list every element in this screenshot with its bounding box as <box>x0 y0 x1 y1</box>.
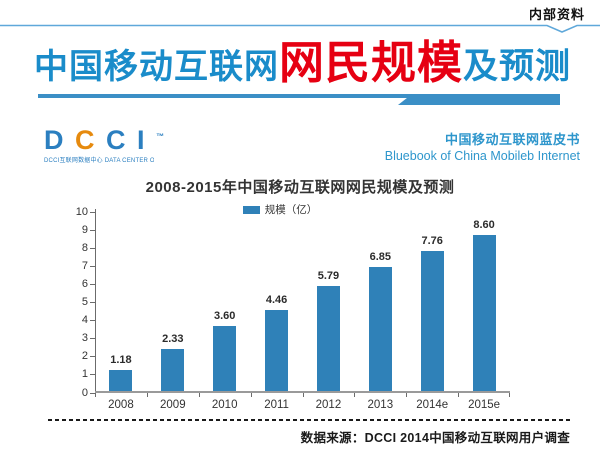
page-title: 中国移动互联网 网民规模 及预测 <box>34 40 594 85</box>
bar-value-label: 1.18 <box>110 354 132 366</box>
bluebook-caption: 中国移动互联网蓝皮书 Bluebook of China Mobileb Int… <box>385 129 580 163</box>
page-title-part1: 中国移动互联网 <box>34 48 279 86</box>
bar <box>265 310 289 391</box>
bar-value-label: 8.60 <box>473 219 495 231</box>
x-axis-category-label: 2010 <box>211 399 238 411</box>
x-axis-tick <box>147 393 148 397</box>
y-axis-tick <box>90 265 95 267</box>
y-axis-tick <box>90 356 95 358</box>
page-title-part2: 网民规模 <box>279 37 464 88</box>
chevron-notch-icon <box>0 24 600 33</box>
x-axis-tick <box>199 393 200 397</box>
bluebook-caption-en: Bluebook of China Mobileb Internet <box>384 149 580 163</box>
y-axis-tick-label: 5 <box>81 296 88 308</box>
y-axis-tick <box>90 229 95 231</box>
x-axis-category-label: 2013 <box>367 399 394 411</box>
x-axis-category-label: 2011 <box>264 399 289 411</box>
y-axis-tick <box>90 247 95 249</box>
chart-legend: 规模（亿） <box>0 202 560 217</box>
title-underline-bar <box>38 94 560 105</box>
logo-letter-c2: C <box>106 125 128 155</box>
dcci-logo-tagline: DCCI互联网数据中心 DATA CENTER OF CHINA INTERNE… <box>44 158 154 164</box>
bar <box>213 326 237 391</box>
x-axis-line <box>95 391 510 393</box>
logo-letter-d: D <box>44 125 66 155</box>
logo-letter-c1: C <box>75 125 97 155</box>
y-axis-tick-label: 9 <box>81 223 88 236</box>
logo-letter-i: I <box>137 125 147 155</box>
dcci-logo-letters: D C C I ™ <box>44 127 164 154</box>
y-axis-tick <box>90 392 95 394</box>
bar <box>420 251 444 391</box>
x-axis-tick <box>251 393 252 397</box>
x-axis-tick <box>95 393 96 397</box>
bar-value-label: 6.85 <box>369 251 392 263</box>
y-axis-tick-label: 0 <box>81 386 88 399</box>
page-title-part3: 及预测 <box>463 47 572 86</box>
bar <box>109 370 133 391</box>
y-axis-tick-label: 2 <box>81 350 88 363</box>
y-axis-tick-label: 1 <box>81 368 88 381</box>
bar <box>161 349 185 391</box>
y-axis-tick-label: 10 <box>75 205 88 218</box>
x-axis-tick <box>354 393 355 397</box>
y-axis-tick-label: 6 <box>81 277 88 290</box>
legend-swatch <box>242 205 260 214</box>
bar <box>472 235 496 391</box>
bar-value-label: 3.60 <box>213 310 236 322</box>
y-axis-tick <box>90 374 95 376</box>
y-axis-tick <box>90 338 95 340</box>
bar-value-label: 5.79 <box>317 270 340 282</box>
data-source-note: 数据来源：DCCI 2014中国移动互联网用户调查 <box>300 431 570 445</box>
bar-value-label: 7.76 <box>421 235 443 247</box>
y-axis-tick-label: 3 <box>81 332 88 345</box>
bar <box>368 267 392 391</box>
bar-value-label: 4.46 <box>265 294 288 306</box>
bluebook-caption-cn: 中国移动互联网蓝皮书 <box>444 132 580 147</box>
x-axis-category-label: 2008 <box>108 399 134 411</box>
x-axis-category-label: 2012 <box>315 399 342 411</box>
y-axis-tick <box>90 211 95 213</box>
bar <box>316 286 340 391</box>
footer-dashed-divider <box>48 419 572 421</box>
y-axis-tick <box>90 320 95 322</box>
y-axis-tick-label: 4 <box>81 314 88 327</box>
bar-value-label: 2.33 <box>162 333 184 345</box>
x-axis-tick <box>303 393 304 397</box>
top-rule-line <box>0 24 600 33</box>
trademark-symbol: ™ <box>156 132 165 141</box>
x-axis-tick <box>458 393 459 397</box>
y-axis-line <box>95 209 96 393</box>
legend-label: 规模（亿） <box>264 204 318 216</box>
x-axis-tick <box>406 393 407 397</box>
dcci-logo: D C C I ™ DCCI互联网数据中心 DATA CENTER OF CHI… <box>44 127 164 165</box>
x-axis-category-label: 2015e <box>468 399 501 411</box>
y-axis-tick-label: 7 <box>81 259 88 272</box>
y-axis-tick-label: 8 <box>81 241 88 254</box>
confidential-label: 内部资料 <box>528 7 585 22</box>
y-axis-tick <box>90 302 95 303</box>
x-axis-category-label: 2014e <box>416 399 449 411</box>
chart-title: 2008-2015年中国移动互联网网民规模及预测 <box>145 179 455 196</box>
x-axis-category-label: 2009 <box>160 399 186 411</box>
y-axis-tick <box>90 283 95 285</box>
x-axis-tick <box>509 393 510 397</box>
plot-area: 0 1 2 3 4 5 6 7 8 9 10 1.18 2008 2.33 2009 3.60 2010 4.46… <box>76 206 510 411</box>
